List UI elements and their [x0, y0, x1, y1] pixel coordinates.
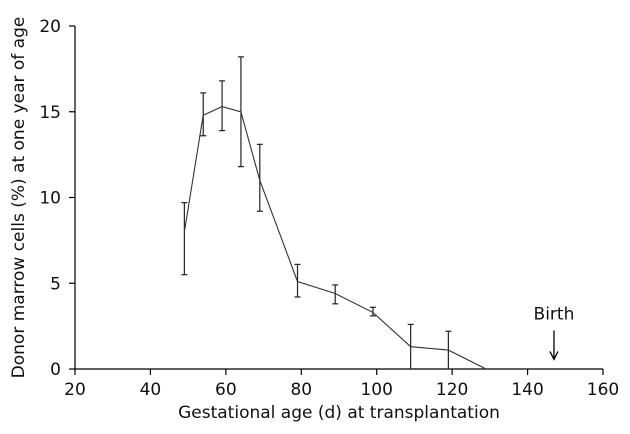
x-tick-label: 100 — [360, 380, 392, 400]
x-tick-label: 140 — [511, 380, 543, 400]
birth-arrow-head — [549, 351, 559, 361]
error-bars — [181, 56, 452, 370]
series-line — [183, 106, 487, 370]
y-tick-label: 20 — [39, 17, 61, 37]
x-tick-label: 160 — [587, 380, 619, 400]
birth-annotation-label: Birth — [534, 304, 575, 324]
y-tick-label: 0 — [50, 360, 61, 380]
y-tick-label: 10 — [39, 189, 61, 209]
x-tick-label: 60 — [215, 380, 237, 400]
x-axis-label: Gestational age (d) at transplantation — [178, 403, 500, 423]
y-tick-label: 5 — [50, 274, 61, 294]
x-tick-label: 40 — [140, 380, 162, 400]
x-tick-label: 120 — [436, 380, 468, 400]
axes: 0 5 10 15 20 20 40 60 80 100 120 140 160 — [39, 17, 619, 400]
x-tick-label: 80 — [290, 380, 312, 400]
y-axis-label: Donor marrow cells (%) at one year of ag… — [9, 17, 29, 379]
annotations: Birth — [534, 304, 575, 361]
x-tick-label: 20 — [64, 380, 86, 400]
y-tick-label: 15 — [39, 103, 61, 123]
